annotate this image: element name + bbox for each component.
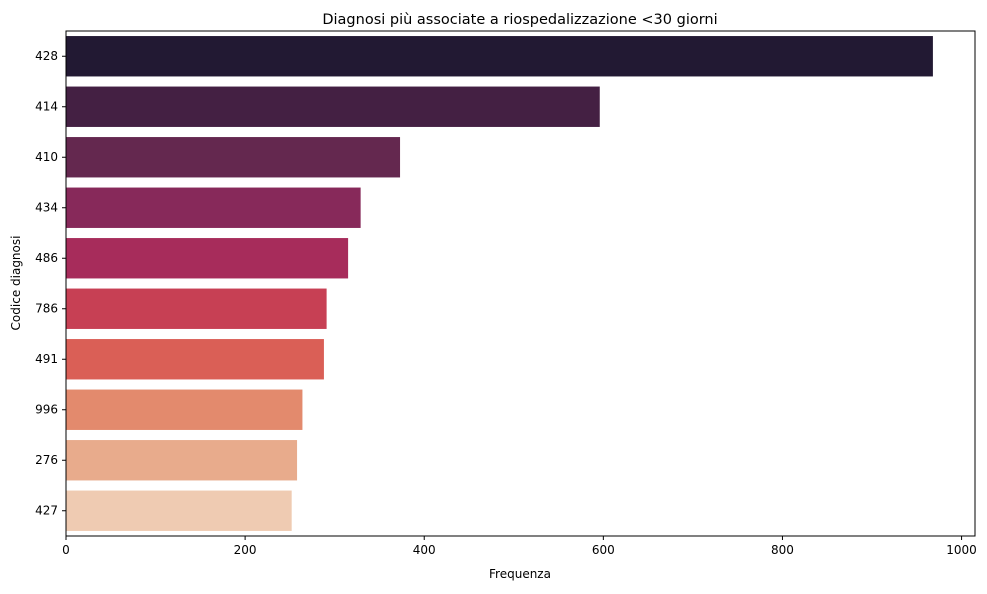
y-axis-label: Codice diagnosi <box>9 236 23 331</box>
bar-786 <box>66 288 327 329</box>
x-tick-label: 200 <box>234 543 257 557</box>
y-tick-label: 434 <box>35 200 58 214</box>
x-tick-label: 800 <box>771 543 794 557</box>
x-tick-label: 400 <box>413 543 436 557</box>
bar-410 <box>66 137 401 178</box>
y-tick-label: 428 <box>35 49 58 63</box>
plot-frame <box>65 30 976 537</box>
chart-title: Diagnosi più associate a riospedalizzazi… <box>322 12 717 28</box>
bars-group <box>66 36 933 531</box>
y-tick-label: 996 <box>35 402 58 416</box>
bar-996 <box>66 389 303 430</box>
x-axis: 0 200 400 600 800 1000 <box>62 536 977 557</box>
y-tick-label: 414 <box>35 99 58 113</box>
y-tick-label: 786 <box>35 301 58 315</box>
bar-434 <box>66 187 361 228</box>
x-tick-label: 0 <box>62 543 70 557</box>
x-tick-label: 1000 <box>946 543 977 557</box>
y-tick-label: 276 <box>35 453 58 467</box>
y-tick-label: 491 <box>35 352 58 366</box>
y-axis: 428 414 410 434 486 786 491 996 276 427 <box>35 49 66 517</box>
x-axis-label: Frequenza <box>489 567 551 581</box>
bar-414 <box>66 86 600 127</box>
y-tick-label: 486 <box>35 251 58 265</box>
bar-428 <box>66 36 933 77</box>
y-tick-label: 427 <box>35 503 58 517</box>
y-tick-label: 410 <box>35 150 58 164</box>
bar-491 <box>66 339 324 380</box>
bar-486 <box>66 238 349 279</box>
bar-276 <box>66 440 298 481</box>
x-tick-label: 600 <box>592 543 615 557</box>
bar-427 <box>66 490 292 531</box>
